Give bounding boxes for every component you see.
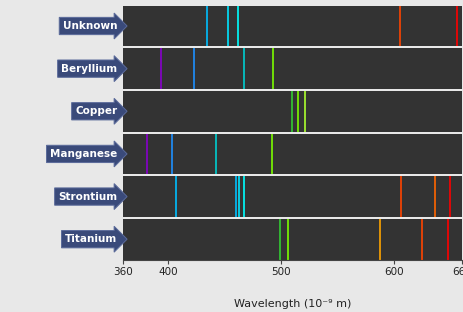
Text: Strontium: Strontium (58, 192, 117, 202)
Text: Unknown: Unknown (63, 21, 117, 31)
Text: Copper: Copper (75, 106, 117, 116)
Text: Manganese: Manganese (50, 149, 117, 159)
Text: Beryllium: Beryllium (61, 64, 117, 74)
Text: Wavelength (10⁻⁹ m): Wavelength (10⁻⁹ m) (233, 299, 350, 309)
Text: Titanium: Titanium (65, 234, 117, 244)
